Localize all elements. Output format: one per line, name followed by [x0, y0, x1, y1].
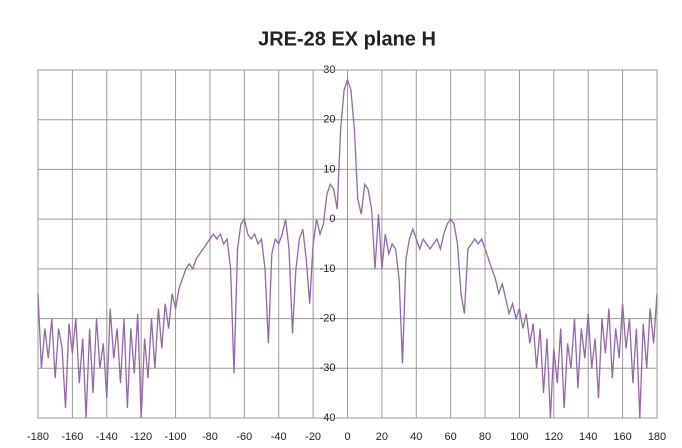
x-tick-label: 40 — [410, 431, 422, 443]
y-tick-label: 10 — [323, 163, 335, 175]
x-tick-label: -80 — [202, 431, 218, 443]
x-tick-label: 0 — [344, 431, 350, 443]
x-tick-label: 120 — [545, 431, 563, 443]
x-tick-label: 100 — [510, 431, 528, 443]
x-tick-label: -20 — [305, 431, 321, 443]
plot-border — [37, 69, 658, 419]
chart-title: JRE-28 EX plane H — [258, 28, 436, 50]
y-tick-label: 20 — [323, 114, 335, 126]
x-tick-label: -160 — [61, 431, 83, 443]
x-tick-label: -120 — [130, 431, 152, 443]
x-tick-label: -40 — [271, 431, 287, 443]
x-tick-label: 60 — [445, 431, 457, 443]
y-tick-label: -10 — [320, 263, 336, 275]
x-tick-label: 160 — [613, 431, 631, 443]
x-tick-label: -180 — [27, 431, 49, 443]
x-tick-label: 140 — [579, 431, 597, 443]
x-tick-label: -60 — [236, 431, 252, 443]
x-tick-label: -100 — [165, 431, 187, 443]
y-tick-label: 0 — [329, 213, 335, 225]
x-tick-label: 20 — [376, 431, 388, 443]
y-tick-label: -30 — [320, 362, 336, 374]
y-tick-label: -20 — [320, 312, 336, 324]
data-line — [37, 77, 658, 419]
x-tick-label: -140 — [96, 431, 118, 443]
x-tick-label: 180 — [648, 431, 666, 443]
x-tick-label: 80 — [479, 431, 491, 443]
